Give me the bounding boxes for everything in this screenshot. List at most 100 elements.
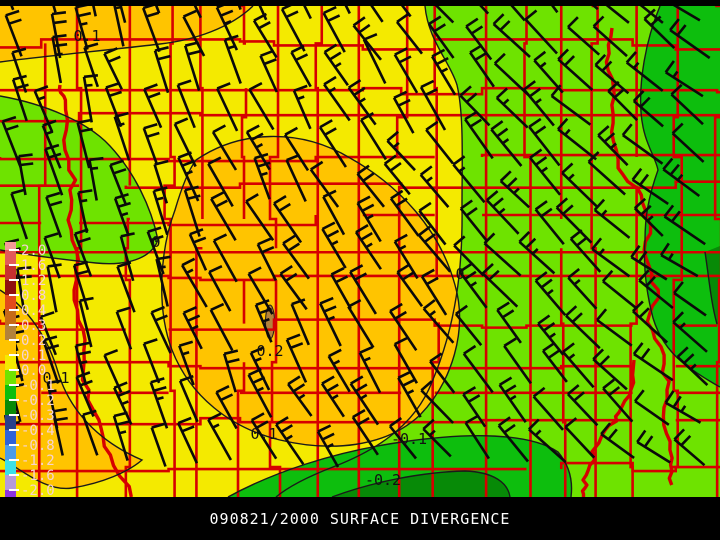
region-darkgreen-right-strip — [705, 246, 720, 330]
colorbar-label: 0.1 — [21, 348, 46, 364]
wind-barb — [112, 411, 130, 461]
wind-barb — [323, 43, 349, 87]
colorbar-label: -1.6 — [21, 468, 55, 484]
wind-barb — [518, 230, 556, 275]
wind-barb — [664, 60, 704, 98]
wind-barb — [249, 346, 271, 391]
wind-barb — [562, 342, 595, 389]
wind-barb — [631, 167, 669, 205]
wind-barb — [142, 122, 160, 166]
wind-barb — [259, 49, 278, 93]
colorbar-swatch — [5, 475, 16, 490]
wind-barb — [425, 120, 455, 165]
wind-barb — [483, 232, 522, 277]
wind-barb — [397, 370, 422, 418]
wind-barb — [77, 189, 93, 234]
wind-barb — [209, 302, 234, 352]
colorbar-label: -0.4 — [21, 423, 55, 439]
colorbar-label: 2.0 — [21, 243, 46, 259]
wind-barb — [593, 198, 631, 239]
wind-barb — [222, 349, 240, 393]
wind-barb — [287, 375, 313, 417]
wind-barb — [178, 374, 199, 423]
wind-barb — [422, 418, 452, 458]
wind-barb — [592, 348, 628, 391]
wind-barb — [352, 16, 383, 61]
wind-barb — [285, 153, 307, 202]
wind-barb — [673, 428, 706, 467]
wind-barb — [541, 341, 568, 383]
wind-barb — [153, 46, 171, 94]
wind-barb — [429, 352, 456, 394]
wind-barb — [636, 429, 671, 464]
wind-barb — [492, 13, 531, 58]
wind-barb — [669, 18, 711, 60]
county-line-vertical — [163, 6, 176, 497]
region-gold-southwest — [0, 290, 142, 489]
wind-barb — [149, 377, 169, 429]
wind-barb — [113, 381, 133, 425]
wind-barb — [188, 228, 208, 271]
wind-barb — [495, 87, 529, 129]
colorbar-swatch — [5, 445, 16, 460]
wind-barb — [671, 122, 705, 163]
wind-barb — [630, 244, 668, 281]
wind-barb — [389, 302, 418, 352]
wind-barb — [534, 200, 565, 246]
wind-barb — [347, 298, 375, 349]
wind-barb — [392, 90, 415, 134]
wind-barb — [119, 232, 135, 282]
wind-barb — [473, 0, 490, 15]
divergence-contour — [275, 5, 463, 498]
colorbar-label: 0.3 — [21, 318, 46, 334]
wind-barb — [349, 264, 378, 315]
wind-barb — [607, 80, 639, 122]
colorbar-swatch — [5, 430, 16, 445]
wind-barb — [90, 0, 97, 17]
wind-barb — [46, 263, 62, 313]
wind-barb — [527, 418, 567, 464]
wind-barb — [670, 83, 704, 126]
wind-barb — [322, 189, 346, 236]
wind-barb — [180, 257, 208, 308]
wind-barb — [290, 298, 310, 346]
wind-barb — [256, 237, 278, 281]
wind-barb — [282, 234, 310, 280]
wind-barb — [419, 79, 447, 131]
wind-barb — [208, 265, 232, 312]
contour-label: 0.1 — [250, 425, 277, 443]
wind-barb — [529, 148, 562, 196]
wind-barb — [485, 190, 520, 235]
wind-barb — [393, 336, 419, 384]
wind-barb — [565, 305, 601, 350]
wind-barb — [567, 267, 598, 310]
wind-barb — [272, 194, 303, 244]
wind-barb — [498, 376, 527, 423]
wind-barb — [633, 389, 670, 426]
divergence-contour — [331, 470, 511, 498]
wind-barb — [316, 424, 340, 468]
southeast-river — [580, 359, 636, 497]
colorbar-swatch — [5, 250, 16, 265]
wind-barb — [452, 155, 486, 204]
wind-barb — [663, 204, 706, 246]
wind-barb — [309, 160, 340, 208]
wind-barb — [115, 306, 133, 350]
wind-barb — [395, 12, 424, 55]
contour-label: 0 — [455, 265, 464, 283]
wind-barb — [104, 82, 123, 128]
wind-barb — [253, 152, 271, 200]
wind-barb — [625, 51, 664, 92]
wind-barb — [454, 304, 483, 347]
wind-barb — [598, 0, 630, 24]
colorbar-label: -0.1 — [21, 378, 55, 394]
wind-barb — [81, 409, 99, 456]
wind-barb — [1, 115, 22, 168]
wind-barb — [383, 154, 411, 196]
wind-barb — [330, 267, 352, 310]
map-title-text: 090821/2000 SURFACE DIVERGENCE — [209, 509, 511, 528]
wind-barb — [153, 159, 169, 204]
wind-barb — [534, 271, 567, 317]
wind-barb — [247, 266, 274, 315]
colorbar-swatch — [5, 385, 16, 400]
